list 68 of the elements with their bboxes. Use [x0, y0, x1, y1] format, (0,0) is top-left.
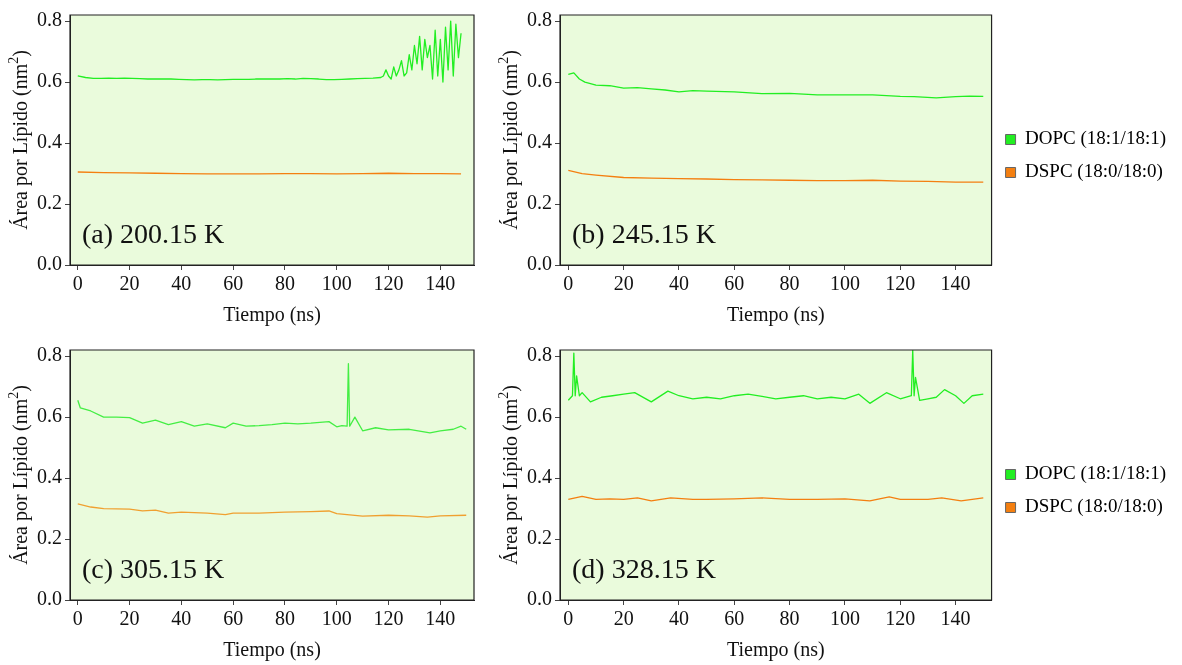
- x-tick-label: 80: [779, 607, 800, 630]
- y-tick-label: 0.0: [37, 587, 62, 610]
- y-tick-label: 0.2: [527, 526, 552, 549]
- x-tick-label: 120: [885, 272, 916, 295]
- x-tick-label: 0: [72, 607, 83, 630]
- x-tick-label: 120: [885, 607, 916, 630]
- y-tick-label: 0.0: [37, 252, 62, 275]
- x-tick-label: 100: [321, 272, 352, 295]
- x-tick-label: 60: [223, 607, 244, 630]
- y-tick-label: 0.8: [527, 343, 552, 366]
- x-tick-label: 60: [724, 607, 745, 630]
- y-tick-label: 0.6: [37, 404, 62, 427]
- x-tick-label: 80: [274, 607, 295, 630]
- y-tick-label: 0.4: [527, 465, 552, 488]
- y-axis-title: Área por Lípido (nm2): [5, 385, 33, 565]
- y-tick-label: 0.2: [37, 526, 62, 549]
- y-tick-label: 0.4: [37, 130, 62, 153]
- y-tick-label: 0.0: [527, 587, 552, 610]
- y-tick-label: 0.4: [527, 130, 552, 153]
- x-tick-label: 40: [668, 607, 689, 630]
- x-tick-label: 0: [563, 607, 574, 630]
- x-tick-label: 60: [724, 272, 745, 295]
- x-tick-label: 140: [425, 607, 456, 630]
- x-tick-label: 100: [321, 607, 352, 630]
- y-tick-label: 0.8: [37, 8, 62, 31]
- y-tick-label: 0.4: [37, 465, 62, 488]
- x-tick-label: 20: [613, 607, 634, 630]
- x-tick-label: 140: [940, 272, 971, 295]
- x-tick-label: 80: [779, 272, 800, 295]
- x-tick-label: 120: [373, 607, 404, 630]
- y-axis-title: Área por Lípido (nm2): [495, 50, 523, 230]
- x-tick-label: 100: [829, 607, 860, 630]
- legend-label: DOPC (18:1/18:1): [1025, 127, 1167, 150]
- x-tick-label: 0: [563, 272, 574, 295]
- x-tick-label: 20: [613, 272, 634, 295]
- x-tick-label: 120: [373, 272, 404, 295]
- x-tick-label: 140: [940, 607, 971, 630]
- legend-label: DSPC (18:0/18:0): [1025, 160, 1163, 183]
- x-tick-label: 100: [829, 272, 860, 295]
- x-tick-label: 40: [171, 272, 192, 295]
- x-tick-label: 140: [425, 272, 456, 295]
- y-axis-title: Área por Lípido (nm2): [5, 50, 33, 230]
- x-axis-title: Tiempo (ns): [223, 303, 321, 327]
- x-tick-label: 20: [119, 272, 140, 295]
- x-axis-title: Tiempo (ns): [726, 638, 825, 662]
- x-tick-label: 60: [223, 272, 244, 295]
- y-tick-label: 0.2: [37, 191, 62, 214]
- x-tick-label: 0: [72, 272, 83, 295]
- legend-label: DOPC (18:1/18:1): [1025, 462, 1167, 485]
- annotation: (d) 328.15 K: [572, 553, 716, 584]
- annotation: (b) 245.15 K: [572, 218, 716, 249]
- y-tick-label: 0.6: [37, 69, 62, 92]
- x-tick-label: 40: [668, 272, 689, 295]
- y-axis-title: Área por Lípido (nm2): [495, 385, 523, 565]
- y-tick-label: 0.6: [527, 69, 552, 92]
- legend-label: DSPC (18:0/18:0): [1025, 495, 1163, 518]
- x-tick-label: 80: [274, 272, 295, 295]
- y-tick-label: 0.8: [37, 343, 62, 366]
- x-tick-label: 40: [171, 607, 192, 630]
- annotation: (a) 200.15 K: [82, 218, 225, 249]
- annotation: (c) 305.15 K: [82, 553, 225, 584]
- y-tick-label: 0.2: [527, 191, 552, 214]
- y-tick-label: 0.6: [527, 404, 552, 427]
- x-axis-title: Tiempo (ns): [726, 303, 825, 327]
- x-tick-label: 20: [119, 607, 140, 630]
- y-tick-label: 0.8: [527, 8, 552, 31]
- x-axis-title: Tiempo (ns): [223, 638, 321, 662]
- y-tick-label: 0.0: [527, 252, 552, 275]
